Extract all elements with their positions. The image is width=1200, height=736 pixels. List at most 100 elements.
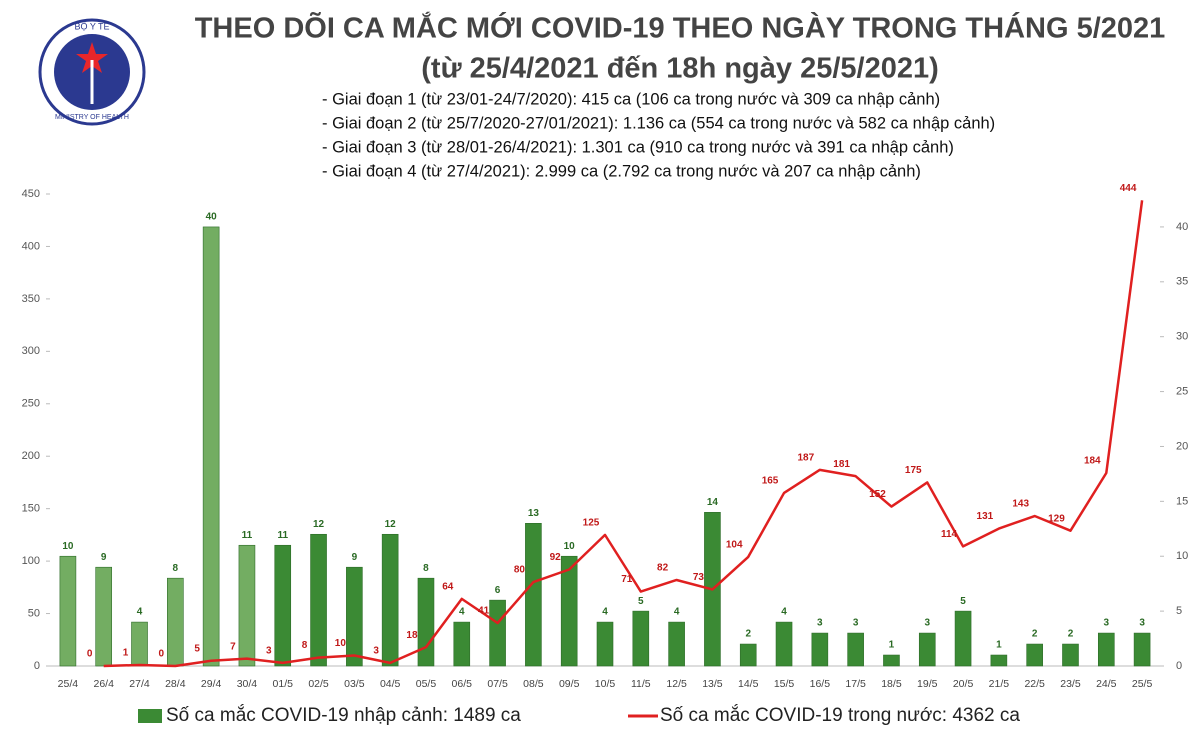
bar-value-label: 2 <box>745 629 751 640</box>
bar <box>59 555 77 667</box>
logo-text: MINISTRY OF HEALTH <box>55 114 129 121</box>
line-value-label: 114 <box>941 529 958 540</box>
bar-value-label: 4 <box>137 607 143 618</box>
line-value-label: 7 <box>230 641 236 652</box>
y2-tick-label: 25 <box>1176 385 1188 397</box>
x-tick-label: 21/5 <box>989 678 1010 690</box>
line-value-label: 18 <box>406 630 418 641</box>
bar <box>847 632 864 667</box>
x-tick-label: 28/4 <box>165 678 186 690</box>
line-value-label: 187 <box>797 452 814 463</box>
x-tick-label: 12/5 <box>666 678 687 690</box>
bar-value-label: 11 <box>242 530 253 541</box>
x-tick-label: 20/5 <box>953 678 974 690</box>
x-tick-label: 27/4 <box>129 678 150 690</box>
x-tick-label: 15/5 <box>774 678 795 690</box>
bar-value-label: 3 <box>1104 618 1110 629</box>
x-tick-label: 13/5 <box>702 678 723 690</box>
bar <box>560 555 578 667</box>
line-value-label: 444 <box>1120 183 1137 194</box>
bar-value-label: 10 <box>564 541 576 552</box>
bar-value-label: 10 <box>62 541 74 552</box>
y-tick-label: 350 <box>22 293 40 305</box>
legend-swatch <box>138 709 162 723</box>
y2-tick-label: 0 <box>1176 660 1182 672</box>
line-value-label: 184 <box>1084 456 1101 467</box>
x-tick-label: 09/5 <box>559 678 580 690</box>
bar-value-label: 2 <box>1068 629 1074 640</box>
line-value-label: 73 <box>693 572 705 583</box>
bar <box>739 643 757 667</box>
chart-title: THEO DÕI CA MẮC MỚI COVID-19 THEO NGÀY T… <box>195 11 1166 45</box>
bar-value-label: 3 <box>924 618 930 629</box>
line-value-label: 0 <box>159 649 165 660</box>
x-tick-label: 19/5 <box>917 678 938 690</box>
line-value-label: 152 <box>869 489 886 500</box>
x-tick-label: 04/5 <box>380 678 401 690</box>
line-value-label: 92 <box>550 552 562 563</box>
bar <box>1097 632 1115 667</box>
bar <box>489 599 506 667</box>
line-value-label: 1 <box>123 648 129 659</box>
y-tick-label: 100 <box>22 555 40 567</box>
line-value-label: 143 <box>1012 499 1029 510</box>
bar <box>417 577 435 667</box>
line-value-label: 125 <box>583 518 600 529</box>
line-value-label: 181 <box>833 459 850 470</box>
line-value-label: 8 <box>302 640 308 651</box>
x-tick-label: 24/5 <box>1096 678 1117 690</box>
y2-tick-label: 15 <box>1176 495 1188 507</box>
x-tick-label: 06/5 <box>452 678 473 690</box>
bar-value-label: 4 <box>459 607 465 618</box>
y-tick-label: 400 <box>22 240 40 252</box>
line-value-label: 3 <box>266 645 272 656</box>
bar-value-label: 5 <box>638 596 644 607</box>
line-value-label: 104 <box>726 540 743 551</box>
bar <box>1133 632 1151 667</box>
y-tick-label: 450 <box>22 188 40 200</box>
y2-tick-label: 20 <box>1176 440 1188 452</box>
bar-value-label: 4 <box>602 607 608 618</box>
bar-value-label: 5 <box>960 596 966 607</box>
annotation: - Giai đoạn 2 (từ 25/7/2020-27/01/2021):… <box>322 114 995 132</box>
line-value-label: 64 <box>442 582 454 593</box>
y-tick-label: 250 <box>22 398 40 410</box>
x-tick-label: 11/5 <box>631 678 651 690</box>
annotation: - Giai đoạn 4 (từ 27/4/2021): 2.999 ca (… <box>322 162 921 180</box>
x-tick-label: 16/5 <box>810 678 831 690</box>
bar-value-label: 14 <box>707 497 719 508</box>
bar-value-label: 12 <box>313 519 325 530</box>
y-tick-label: 300 <box>22 345 40 357</box>
y2-tick-label: 30 <box>1176 331 1188 343</box>
bar <box>775 621 793 667</box>
line-value-label: 165 <box>762 476 779 487</box>
bar <box>453 621 471 667</box>
bar-value-label: 9 <box>101 552 107 563</box>
bar-value-label: 40 <box>206 212 218 223</box>
bar-value-label: 4 <box>781 607 787 618</box>
x-tick-label: 26/4 <box>93 678 114 690</box>
bar <box>990 654 1008 667</box>
line-value-label: 131 <box>977 511 994 522</box>
x-tick-label: 14/5 <box>738 678 759 690</box>
x-tick-label: 07/5 <box>487 678 508 690</box>
x-tick-label: 17/5 <box>845 678 866 690</box>
bar-value-label: 8 <box>423 563 429 574</box>
bar-value-label: 6 <box>495 585 501 596</box>
bar-value-label: 4 <box>674 607 680 618</box>
bar <box>1026 643 1043 667</box>
bar-value-label: 3 <box>1139 618 1145 629</box>
bar <box>274 544 292 667</box>
x-tick-label: 02/5 <box>308 678 329 690</box>
y-tick-label: 50 <box>28 607 40 619</box>
line-value-label: 80 <box>514 565 526 576</box>
annotation: - Giai đoạn 1 (từ 23/01-24/7/2020): 415 … <box>322 90 940 108</box>
bar-value-label: 9 <box>352 552 358 563</box>
bar-value-label: 12 <box>385 519 397 530</box>
line-value-label: 10 <box>335 638 347 649</box>
x-tick-label: 03/5 <box>344 678 365 690</box>
line-value-label: 0 <box>87 649 93 660</box>
x-tick-label: 18/5 <box>881 678 902 690</box>
x-tick-label: 08/5 <box>523 678 544 690</box>
